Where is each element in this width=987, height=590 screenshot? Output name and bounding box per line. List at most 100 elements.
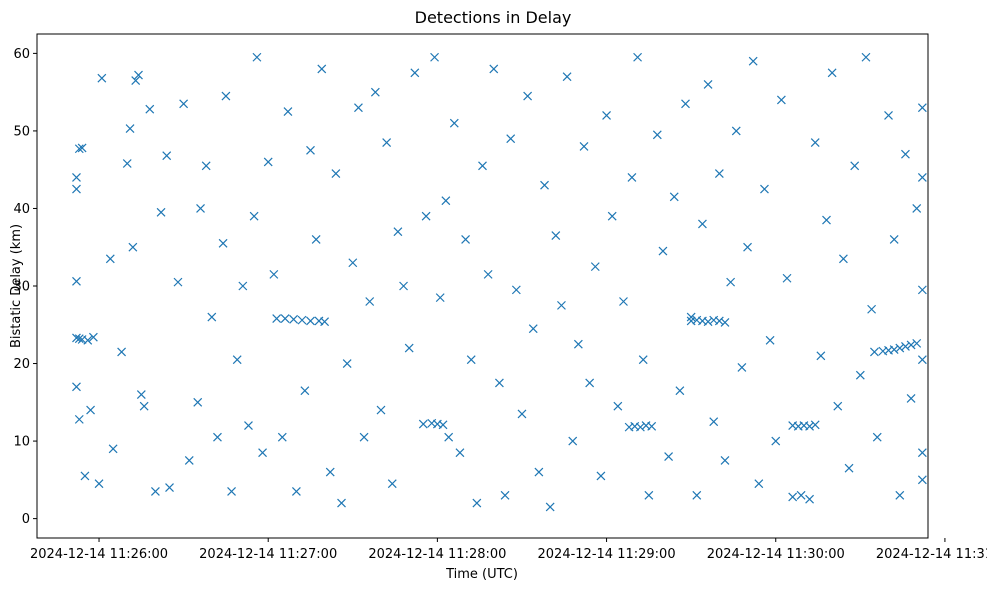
data-point: [627, 173, 637, 182]
data-point: [382, 138, 392, 147]
data-point: [325, 467, 335, 477]
data-point: [596, 471, 606, 481]
data-point: [418, 419, 428, 429]
data-point: [72, 173, 81, 182]
data-point: [511, 285, 521, 295]
data-point: [776, 95, 786, 105]
data-point: [393, 227, 403, 237]
data-point: [635, 422, 645, 432]
y-tick-label: 20: [13, 357, 30, 372]
data-point: [354, 103, 363, 113]
data-point: [506, 134, 516, 144]
data-point: [258, 448, 267, 458]
data-point: [283, 107, 293, 116]
data-point: [472, 498, 482, 508]
data-point: [737, 362, 747, 372]
data-point: [489, 64, 499, 74]
data-point: [540, 180, 549, 190]
x-tick-label: 2024-12-14 11:29:00: [538, 547, 676, 562]
data-point: [449, 118, 459, 128]
y-tick-label: 50: [13, 124, 30, 139]
data-point: [289, 314, 299, 324]
data-point: [850, 161, 860, 171]
x-tick-label: 2024-12-14 11:27:00: [199, 547, 337, 562]
data-point: [150, 487, 160, 496]
data-point: [72, 184, 81, 194]
data-point: [613, 401, 623, 411]
x-axis: 2024-12-14 11:26:00 2024-12-14 11:27:00 20…: [30, 538, 987, 562]
data-point: [72, 276, 81, 286]
data-point: [179, 99, 189, 109]
data-point: [500, 490, 510, 500]
data-point: [788, 492, 798, 502]
data-point: [917, 355, 927, 365]
data-point: [658, 246, 668, 256]
data-point: [861, 52, 871, 62]
data-point: [901, 342, 910, 351]
data-point: [917, 103, 927, 113]
data-point: [805, 494, 815, 504]
data-point: [731, 126, 741, 136]
data-point: [122, 159, 132, 168]
data-point: [365, 297, 375, 306]
y-axis-label: Bistatic Delay (km): [9, 224, 24, 348]
x-tick-label: 2024-12-14 11:31:00: [876, 547, 987, 562]
data-point: [686, 312, 696, 322]
data-point: [252, 52, 262, 62]
data-point: [692, 490, 702, 500]
data-point: [714, 316, 724, 326]
data-point: [838, 254, 848, 264]
data-point: [269, 269, 279, 279]
data-point: [867, 304, 877, 314]
data-point: [461, 235, 471, 244]
data-point: [244, 421, 253, 430]
data-point: [74, 414, 84, 424]
data-point: [748, 56, 758, 66]
data-point: [404, 343, 414, 353]
data-point: [619, 297, 628, 306]
data-point: [720, 456, 730, 465]
data-point: [162, 151, 172, 161]
data-point: [602, 110, 611, 120]
data-point: [306, 316, 315, 326]
data-point: [912, 204, 922, 213]
data-point: [80, 471, 90, 481]
data-point: [193, 397, 203, 407]
data-point: [483, 269, 493, 279]
data-point: [337, 498, 346, 508]
data-point: [590, 262, 600, 272]
data-point: [534, 467, 544, 477]
data-point: [579, 142, 589, 151]
data-point: [760, 184, 769, 194]
data-point: [796, 490, 806, 500]
data-point: [196, 204, 205, 213]
data-point: [410, 68, 420, 78]
data-point: [528, 324, 538, 334]
data-point: [765, 335, 775, 345]
data-point: [917, 173, 927, 182]
y-tick-label: 0: [22, 512, 30, 527]
data-point: [652, 130, 662, 140]
x-tick-label: 2024-12-14 11:26:00: [30, 547, 168, 562]
data-point: [466, 355, 476, 365]
plot-frame: [36, 33, 929, 539]
data-point: [227, 487, 236, 496]
data-point: [156, 207, 166, 217]
data-point: [889, 235, 899, 244]
data-point: [810, 138, 820, 147]
data-point: [884, 110, 893, 120]
data-point: [348, 258, 358, 268]
data-point: [698, 219, 707, 229]
data-point: [714, 169, 724, 178]
data-point: [562, 72, 572, 82]
data-point: [280, 314, 290, 323]
data-point: [478, 161, 487, 171]
data-point: [342, 359, 352, 368]
data-point: [441, 196, 451, 206]
data-point: [72, 333, 81, 343]
data-point: [249, 211, 259, 221]
data-point: [387, 479, 397, 489]
data-point: [523, 91, 533, 101]
data-point: [421, 211, 431, 221]
